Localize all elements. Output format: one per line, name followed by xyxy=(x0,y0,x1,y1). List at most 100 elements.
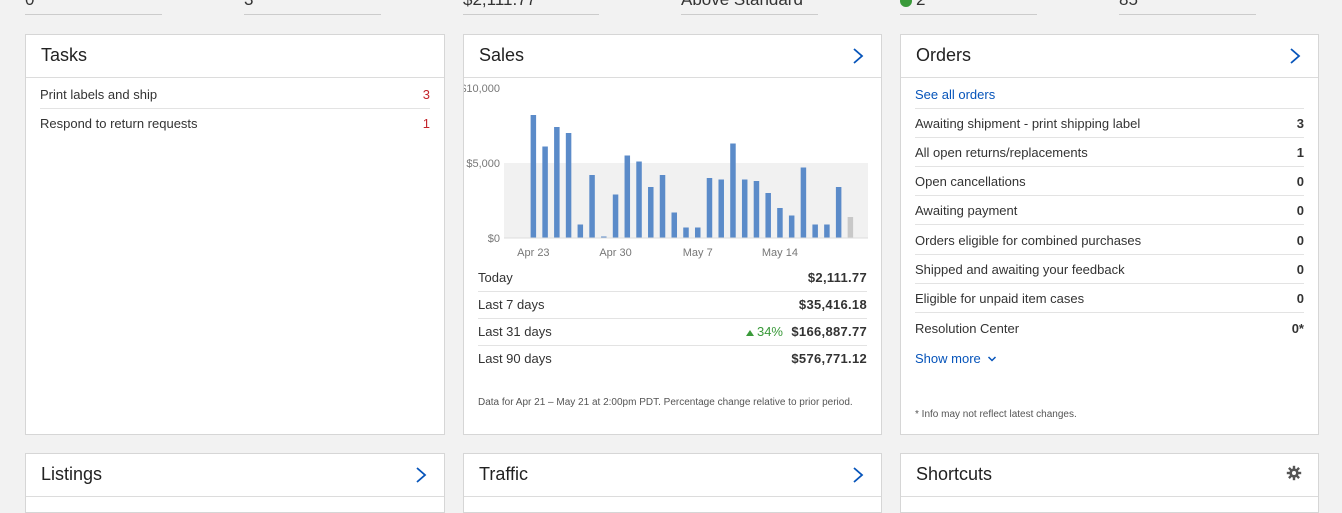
sales-bar[interactable] xyxy=(694,227,701,239)
sales-bar[interactable] xyxy=(753,181,760,238)
task-row[interactable]: Print labels and ship 3 xyxy=(40,79,430,109)
order-label: Shipped and awaiting your feedback xyxy=(915,262,1125,277)
sales-bar[interactable] xyxy=(601,236,607,239)
orders-header: Orders xyxy=(901,35,1318,78)
sales-header: Sales xyxy=(464,35,881,78)
chevron-right-icon[interactable] xyxy=(412,465,430,485)
summary-value: 2 xyxy=(916,0,925,9)
order-row[interactable]: Orders eligible for combined purchases 0 xyxy=(915,225,1304,255)
order-row[interactable]: Awaiting payment 0 xyxy=(915,195,1304,225)
order-count: 3 xyxy=(1296,116,1304,131)
sales-bar[interactable] xyxy=(554,127,560,238)
chevron-right-icon[interactable] xyxy=(1286,46,1304,66)
sales-summary-row: Last 31 days 34% $166,887.77 xyxy=(478,318,867,346)
task-count: 3 xyxy=(422,87,430,102)
order-count: 0 xyxy=(1296,262,1304,277)
sales-title: Sales xyxy=(479,45,525,65)
tasks-title: Tasks xyxy=(41,45,88,65)
see-all-orders-link[interactable]: See all orders xyxy=(915,87,996,102)
summary-value: Above Standard xyxy=(681,0,803,9)
sales-bar[interactable] xyxy=(612,194,619,239)
sales-bar[interactable] xyxy=(730,143,736,239)
sales-bar[interactable] xyxy=(812,224,818,239)
x-tick-label: Apr 23 xyxy=(517,247,549,259)
period-label: Today xyxy=(478,270,513,285)
sales-bar[interactable] xyxy=(683,227,689,239)
sales-note: Data for Apr 21 – May 21 at 2:00pm PDT. … xyxy=(478,397,853,408)
sales-bar[interactable] xyxy=(624,155,631,239)
order-row[interactable]: Resolution Center 0* xyxy=(915,313,1304,342)
summary-value: 3 xyxy=(244,0,253,9)
traffic-title: Traffic xyxy=(479,464,529,484)
order-row[interactable]: Open cancellations 0 xyxy=(915,166,1304,196)
chevron-right-icon[interactable] xyxy=(849,465,867,485)
summary-metric[interactable]: Above Standard xyxy=(681,0,818,15)
sales-bar[interactable] xyxy=(636,161,642,239)
order-count: 0 xyxy=(1296,203,1304,218)
chevron-right-icon[interactable] xyxy=(849,46,867,66)
task-label: Respond to return requests xyxy=(40,116,198,131)
sales-summary-row: Today $2,111.77 xyxy=(478,264,867,292)
order-label: Awaiting shipment - print shipping label xyxy=(915,116,1141,131)
x-tick-label: Apr 30 xyxy=(599,247,631,259)
order-label: Resolution Center xyxy=(915,321,1020,336)
sales-bar[interactable] xyxy=(718,179,724,239)
summary-strip: 0 3 $2,111.77 Above Standard 2 85 xyxy=(0,0,1342,16)
traffic-header: Traffic xyxy=(464,454,881,497)
order-row[interactable]: Shipped and awaiting your feedback 0 xyxy=(915,254,1304,284)
period-value: $166,887.77 xyxy=(791,324,867,339)
gear-icon[interactable] xyxy=(1286,465,1302,481)
sales-bar[interactable] xyxy=(824,224,830,239)
up-arrow-icon xyxy=(745,329,754,336)
task-count: 1 xyxy=(422,116,430,131)
summary-metric[interactable]: 85 xyxy=(1119,0,1256,15)
sales-chart: $10,000 $5,000 $0 Apr 23 Apr 30 May 7 May 14 xyxy=(464,83,868,259)
sales-bar[interactable] xyxy=(648,187,654,238)
sales-bar[interactable] xyxy=(659,175,666,238)
sales-bar[interactable] xyxy=(577,224,584,239)
summary-metric[interactable]: 3 xyxy=(244,0,381,15)
y-tick-label: $5,000 xyxy=(466,158,500,170)
shortcuts-card: Shortcuts xyxy=(900,453,1319,513)
summary-metric[interactable]: $2,111.77 xyxy=(463,0,599,15)
shortcuts-header: Shortcuts xyxy=(901,454,1318,497)
period-label: Last 90 days xyxy=(478,351,552,366)
order-count: 1 xyxy=(1296,145,1304,160)
order-row[interactable]: Eligible for unpaid item cases 0 xyxy=(915,283,1304,313)
period-value: $576,771.12 xyxy=(791,351,867,366)
sales-bar[interactable] xyxy=(542,146,548,239)
period-label: Last 7 days xyxy=(478,297,545,312)
order-label: Open cancellations xyxy=(915,174,1026,189)
percent-change: 34% xyxy=(745,324,783,339)
listings-header: Listings xyxy=(26,454,444,497)
summary-metric[interactable]: 0 xyxy=(25,0,162,15)
sales-bar[interactable] xyxy=(706,178,713,238)
task-label: Print labels and ship xyxy=(40,87,158,102)
order-label: All open returns/replacements xyxy=(915,145,1088,160)
sales-summary-row: Last 7 days $35,416.18 xyxy=(478,291,867,319)
order-row[interactable]: Awaiting shipment - print shipping label… xyxy=(915,108,1304,138)
task-row[interactable]: Respond to return requests 1 xyxy=(40,108,430,137)
sales-bar[interactable] xyxy=(530,115,537,238)
sales-bar[interactable] xyxy=(741,179,748,239)
y-tick-label: $10,000 xyxy=(464,83,500,95)
sales-bar[interactable] xyxy=(800,167,807,239)
x-tick-label: May 14 xyxy=(762,247,798,259)
sales-bar[interactable] xyxy=(777,208,783,238)
show-more-button[interactable]: Show more xyxy=(915,351,997,366)
sales-bar[interactable] xyxy=(847,217,854,238)
sales-bar[interactable] xyxy=(835,187,842,238)
order-row[interactable]: All open returns/replacements 1 xyxy=(915,137,1304,167)
summary-metric[interactable]: 2 xyxy=(900,0,1037,15)
sales-bar[interactable] xyxy=(765,193,771,238)
sales-bar[interactable] xyxy=(671,212,678,239)
percent-change-value: 34% xyxy=(756,324,783,339)
sales-bar[interactable] xyxy=(788,215,795,239)
sales-bar[interactable] xyxy=(565,133,572,238)
order-label: Eligible for unpaid item cases xyxy=(915,291,1085,306)
orders-title: Orders xyxy=(916,45,972,65)
see-all-orders-row: See all orders xyxy=(915,79,1304,109)
sales-bar[interactable] xyxy=(589,175,595,238)
sales-summary-row: Last 90 days $576,771.12 xyxy=(478,345,867,372)
shortcuts-title: Shortcuts xyxy=(916,464,993,484)
